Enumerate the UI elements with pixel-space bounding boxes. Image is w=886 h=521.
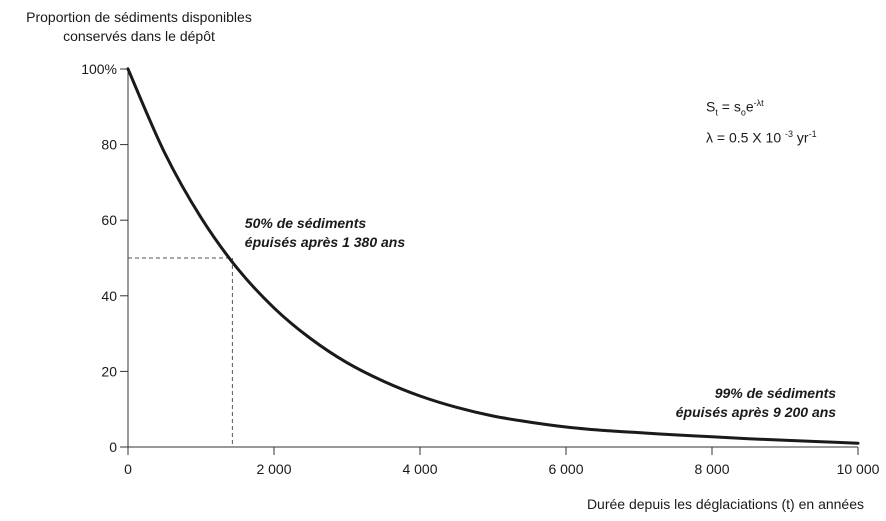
equation-line1: St = soe-λt	[706, 98, 764, 118]
x-tick-label: 2 000	[256, 461, 291, 477]
y-tick-label: 0	[109, 439, 117, 455]
annotation-2-line2: épuisés après 9 200 ans	[676, 404, 837, 420]
annotation-1-line1: 50% de sédiments	[245, 215, 367, 231]
y-tick-label: 80	[101, 137, 117, 153]
x-tick-label: 6 000	[548, 461, 583, 477]
y-tick-label: 100%	[81, 61, 117, 77]
y-axis-label-line1: Proportion de sédiments disponibles	[26, 9, 252, 25]
annotation-2-line1: 99% de sédiments	[715, 385, 837, 401]
x-tick-label: 10 000	[837, 461, 880, 477]
annotation-1-line2: épuisés après 1 380 ans	[245, 234, 406, 250]
equation-line2: λ = 0.5 X 10 -3 yr-1	[706, 129, 817, 147]
y-axis-label: Proportion de sédiments disponibles cons…	[8, 8, 270, 46]
x-axis-label: Durée depuis les déglaciations (t) en an…	[586, 496, 864, 512]
x-tick-label: 0	[124, 461, 132, 477]
y-tick-label: 60	[101, 212, 117, 228]
equation: St = soe-λt λ = 0.5 X 10 -3 yr-1	[706, 92, 817, 149]
decay-curve	[126, 67, 860, 445]
y-tick-label: 20	[101, 363, 117, 379]
x-tick-label: 8 000	[694, 461, 729, 477]
y-tick-label: 40	[101, 288, 117, 304]
y-axis-label-line2: conservés dans le dépôt	[63, 28, 215, 44]
x-tick-label: 4 000	[402, 461, 437, 477]
